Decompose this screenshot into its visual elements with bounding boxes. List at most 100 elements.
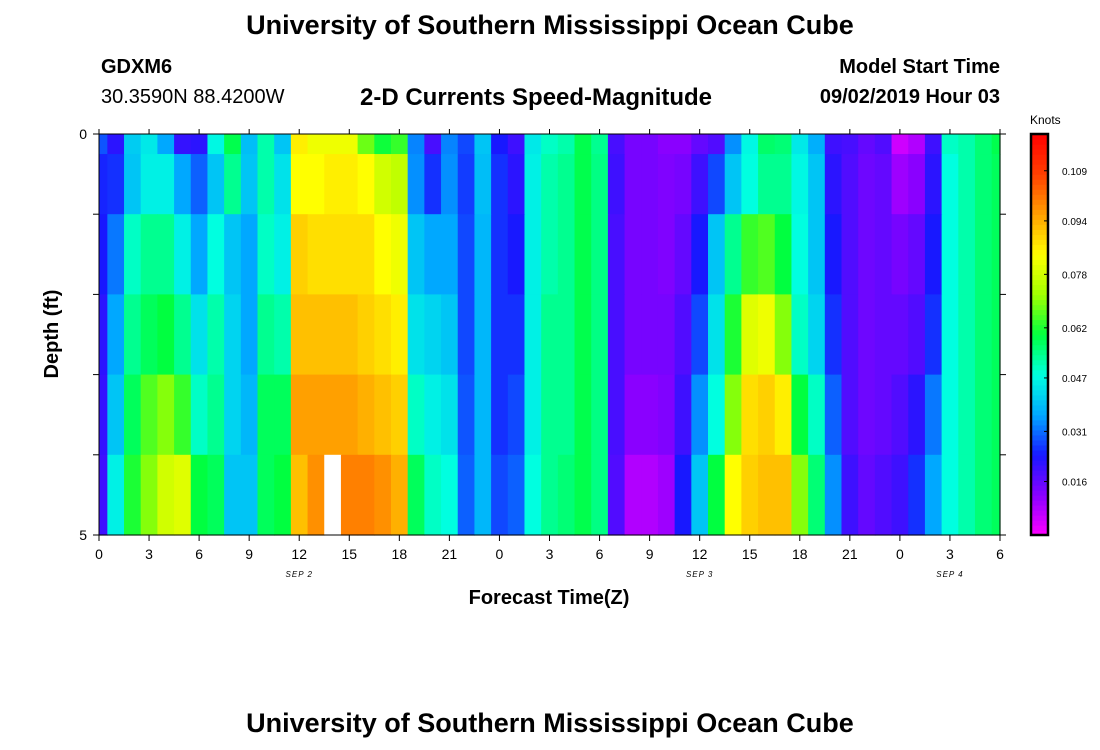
colorbar-segment <box>1031 219 1048 225</box>
colorbar-segment <box>1031 169 1048 175</box>
heatmap-cell <box>708 454 726 536</box>
x-tick-label: 15 <box>341 546 357 562</box>
heatmap-cell <box>908 374 926 456</box>
heatmap-cell <box>307 154 325 215</box>
heatmap-cell <box>674 154 692 215</box>
heatmap-cell <box>841 134 859 155</box>
heatmap-cell <box>140 154 158 215</box>
heatmap-cell <box>491 374 509 456</box>
heatmap-cell <box>340 294 359 376</box>
heatmap-cell <box>991 294 1001 376</box>
heatmap-cell <box>541 454 559 536</box>
heatmap-cell <box>674 374 692 456</box>
colorbar-segment <box>1031 149 1048 155</box>
heatmap-cell <box>908 154 926 215</box>
heatmap-cell <box>758 214 776 295</box>
heatmap-cell <box>474 154 492 215</box>
heatmap-cell <box>240 214 259 295</box>
heatmap-cell <box>507 214 526 295</box>
heatmap-cell <box>324 154 342 215</box>
heatmap-cell <box>207 134 225 155</box>
heatmap-cell <box>741 154 759 215</box>
heatmap-cell <box>724 294 742 376</box>
heatmap-cell <box>491 294 509 376</box>
heatmap-cell <box>641 214 659 295</box>
colorbar-segment <box>1031 364 1048 371</box>
colorbar-segment <box>1031 204 1048 210</box>
heatmap-cell <box>407 154 425 215</box>
heatmap-cell <box>641 374 659 456</box>
heatmap-cell <box>240 294 259 376</box>
heatmap-cell <box>457 454 476 536</box>
heatmap-cell <box>991 374 1001 456</box>
heatmap-cell <box>708 294 726 376</box>
colorbar-segment <box>1031 199 1048 205</box>
heatmap-cell <box>174 374 192 456</box>
heatmap-cell <box>774 134 793 155</box>
heatmap-cell <box>858 374 876 456</box>
heatmap-cell <box>958 294 976 376</box>
colorbar-segment <box>1031 449 1048 456</box>
heatmap-cell <box>340 454 359 536</box>
heatmap-cell <box>390 294 409 376</box>
heatmap-cell <box>941 134 959 155</box>
heatmap-cell <box>674 454 692 536</box>
heatmap-cell <box>524 454 542 536</box>
heatmap-cell <box>741 374 759 456</box>
heatmap-cell <box>407 294 425 376</box>
heatmap-cell <box>357 134 375 155</box>
heatmap-cell <box>390 374 409 456</box>
heatmap-cell <box>374 294 392 376</box>
heatmap-cell <box>941 214 959 295</box>
heatmap-cell <box>524 154 542 215</box>
colorbar: 0.016 0.031 0.047 0.062 0.078 0.094 0.109 <box>1029 132 1087 537</box>
heatmap-cell <box>791 214 809 295</box>
heatmap-cell <box>641 454 659 536</box>
heatmap-cell <box>424 134 442 155</box>
heatmap-cell <box>708 214 726 295</box>
heatmap-cell <box>457 294 476 376</box>
heatmap-cell <box>974 454 993 536</box>
colorbar-segment <box>1031 519 1048 526</box>
colorbar-segment <box>1031 414 1048 421</box>
colorbar-segment <box>1031 369 1048 376</box>
heatmap-cell <box>390 154 409 215</box>
colorbar-segment <box>1031 419 1048 426</box>
heatmap-cell <box>557 374 576 456</box>
heatmap-cell <box>708 154 726 215</box>
colorbar-tick-label: 0.047 <box>1062 374 1087 385</box>
heatmap-cell <box>874 154 893 215</box>
heatmap-cell <box>791 454 809 536</box>
heatmap-cell <box>574 454 592 536</box>
colorbar-segment <box>1031 379 1048 386</box>
heatmap-cell <box>140 214 158 295</box>
heatmap-cell <box>507 454 526 536</box>
heatmap-cell <box>574 134 592 155</box>
x-tick-label: 0 <box>95 546 103 562</box>
heatmap-cell <box>441 214 459 295</box>
x-tick-label: 6 <box>596 546 604 562</box>
heatmap-cell <box>474 454 492 536</box>
heatmap-cell <box>290 214 309 295</box>
heatmap-cell <box>207 154 225 215</box>
heatmap-cell <box>624 134 642 155</box>
heatmap-cell <box>824 134 843 155</box>
colorbar-segment <box>1031 224 1048 230</box>
heatmap-cell <box>641 134 659 155</box>
heatmap-cell <box>491 154 509 215</box>
heatmap-cell <box>224 454 242 536</box>
heatmap-cells <box>99 134 1001 536</box>
heatmap-cell <box>407 454 425 536</box>
heatmap-cell <box>557 294 576 376</box>
heatmap-cell <box>374 134 392 155</box>
heatmap-cell <box>557 154 576 215</box>
x-tick-label: 9 <box>245 546 253 562</box>
colorbar-segment <box>1031 529 1048 536</box>
heatmap-cell <box>124 214 142 295</box>
heatmap-cell <box>224 154 242 215</box>
heatmap-cell <box>407 374 425 456</box>
colorbar-segment <box>1031 494 1048 501</box>
heatmap-cell <box>891 214 909 295</box>
heatmap-cell <box>457 154 476 215</box>
heatmap-cell <box>190 294 209 376</box>
